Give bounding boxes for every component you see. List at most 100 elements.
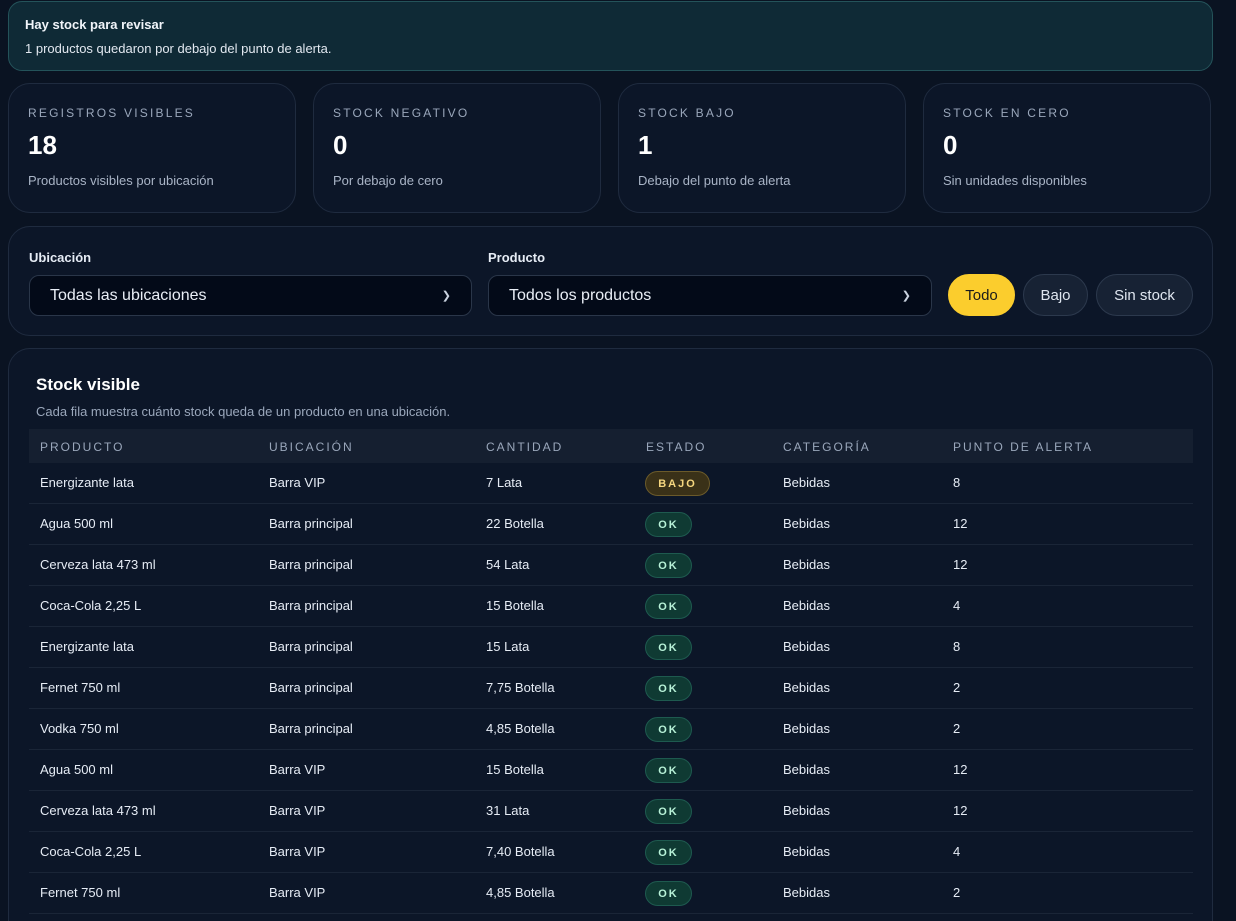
status-badge: OK xyxy=(645,512,692,537)
cell-product: Cerveza lata 473 ml xyxy=(40,803,156,818)
cell-alert-point: 2 xyxy=(953,721,961,736)
col-header-product: PRODUCTO xyxy=(40,440,125,454)
table-header: PRODUCTO UBICACIÓN CANTIDAD ESTADO CATEG… xyxy=(29,429,1193,463)
col-header-category: CATEGORÍA xyxy=(783,440,871,454)
cell-category: Bebidas xyxy=(783,762,830,777)
cell-location: Barra principal xyxy=(269,598,353,613)
card-desc: Productos visibles por ubicación xyxy=(28,173,214,188)
cell-quantity: 15 Botella xyxy=(486,762,544,777)
cell-quantity: 4,85 Botella xyxy=(486,721,555,736)
cell-quantity: 15 Botella xyxy=(486,598,544,613)
status-badge: OK xyxy=(645,635,692,660)
stock-panel: Stock visible Cada fila muestra cuánto s… xyxy=(8,348,1213,921)
card-label: REGISTROS VISIBLES xyxy=(28,106,195,120)
cell-alert-point: 12 xyxy=(953,803,968,818)
card-visible-records: REGISTROS VISIBLES 18 Productos visibles… xyxy=(8,83,296,213)
status-badge: OK xyxy=(645,594,692,619)
table-row: Agua 500 ml Barra principal 22 Botella OK Be… xyxy=(29,504,1193,545)
card-value: 18 xyxy=(28,130,57,160)
filter-no-stock-button[interactable]: Sin stock xyxy=(1096,274,1193,316)
cell-alert-point: 2 xyxy=(953,680,961,695)
cell-quantity: 7,75 Botella xyxy=(486,680,555,695)
status-badge: OK xyxy=(645,799,692,824)
cell-quantity: 7,40 Botella xyxy=(486,844,555,859)
cell-quantity: 7 Lata xyxy=(486,475,523,490)
col-header-location: UBICACIÓN xyxy=(269,440,354,454)
alert-title: Hay stock para revisar xyxy=(25,17,164,32)
card-value: 0 xyxy=(333,130,348,160)
cell-quantity: 54 Lata xyxy=(486,557,530,572)
table-row: Energizante lata Barra principal 15 Lata OK… xyxy=(29,627,1193,668)
cell-category: Bebidas xyxy=(783,475,830,490)
card-value: 0 xyxy=(943,130,958,160)
card-label: STOCK EN CERO xyxy=(943,106,1071,120)
panel-subtitle: Cada fila muestra cuánto stock queda de … xyxy=(36,404,451,419)
summary-cards: REGISTROS VISIBLES 18 Productos visibles… xyxy=(8,83,1213,213)
cell-product: Energizante lata xyxy=(40,475,134,490)
stock-table: PRODUCTO UBICACIÓN CANTIDAD ESTADO CATEG… xyxy=(29,429,1193,914)
col-header-status: ESTADO xyxy=(646,440,707,454)
cell-quantity: 4,85 Botella xyxy=(486,885,555,900)
status-badge: OK xyxy=(645,840,692,865)
alert-message: 1 productos quedaron por debajo del punt… xyxy=(25,41,332,56)
filters-panel: Ubicación Todas las ubicaciones ❯ Produc… xyxy=(8,226,1213,336)
cell-location: Barra VIP xyxy=(269,475,326,490)
cell-location: Barra principal xyxy=(269,639,353,654)
location-select[interactable]: Todas las ubicaciones ❯ xyxy=(29,275,472,316)
cell-location: Barra VIP xyxy=(269,762,326,777)
status-badge: OK xyxy=(645,717,692,742)
card-label: STOCK BAJO xyxy=(638,106,736,120)
cell-category: Bebidas xyxy=(783,516,830,531)
table-row: Cerveza lata 473 ml Barra VIP 31 Lata OK Beb… xyxy=(29,791,1193,832)
filter-low-button[interactable]: Bajo xyxy=(1023,274,1088,316)
cell-product: Energizante lata xyxy=(40,639,134,654)
location-select-value: Todas las ubicaciones xyxy=(50,286,207,304)
cell-alert-point: 4 xyxy=(953,844,961,859)
cell-alert-point: 12 xyxy=(953,762,968,777)
cell-product: Fernet 750 ml xyxy=(40,885,121,900)
cell-product: Vodka 750 ml xyxy=(40,721,119,736)
table-row: Agua 500 ml Barra VIP 15 Botella OK Bebidas 1… xyxy=(29,750,1193,791)
card-desc: Sin unidades disponibles xyxy=(943,173,1087,188)
card-zero-stock: STOCK EN CERO 0 Sin unidades disponibles xyxy=(923,83,1211,213)
card-desc: Debajo del punto de alerta xyxy=(638,173,791,188)
cell-product: Fernet 750 ml xyxy=(40,680,121,695)
cell-category: Bebidas xyxy=(783,639,830,654)
table-body: Energizante lata Barra VIP 7 Lata BAJO Bebid… xyxy=(29,463,1193,914)
cell-location: Barra VIP xyxy=(269,844,326,859)
col-header-alert-point: PUNTO DE ALERTA xyxy=(953,440,1094,454)
cell-category: Bebidas xyxy=(783,844,830,859)
status-badge: OK xyxy=(645,676,692,701)
col-header-quantity: CANTIDAD xyxy=(486,440,564,454)
cell-quantity: 15 Lata xyxy=(486,639,530,654)
card-negative-stock: STOCK NEGATIVO 0 Por debajo de cero xyxy=(313,83,601,213)
cell-alert-point: 12 xyxy=(953,557,968,572)
table-row: Coca-Cola 2,25 L Barra principal 15 Botell… xyxy=(29,586,1193,627)
card-value: 1 xyxy=(638,130,653,160)
table-row: Energizante lata Barra VIP 7 Lata BAJO Bebid… xyxy=(29,463,1193,504)
table-row: Fernet 750 ml Barra VIP 4,85 Botella OK Bebi… xyxy=(29,873,1193,914)
cell-alert-point: 12 xyxy=(953,516,968,531)
status-badge: OK xyxy=(645,758,692,783)
cell-product: Coca-Cola 2,25 L xyxy=(40,598,142,613)
cell-alert-point: 4 xyxy=(953,598,961,613)
cell-category: Bebidas xyxy=(783,721,830,736)
cell-alert-point: 2 xyxy=(953,885,961,900)
product-select[interactable]: Todos los productos ❯ xyxy=(488,275,932,316)
cell-location: Barra principal xyxy=(269,557,353,572)
cell-category: Bebidas xyxy=(783,598,830,613)
stock-alert-banner: Hay stock para revisar 1 productos queda… xyxy=(8,1,1213,71)
card-low-stock: STOCK BAJO 1 Debajo del punto de alerta xyxy=(618,83,906,213)
cell-location: Barra VIP xyxy=(269,885,326,900)
cell-product: Agua 500 ml xyxy=(40,516,113,531)
cell-location: Barra principal xyxy=(269,680,353,695)
cell-location: Barra VIP xyxy=(269,803,326,818)
status-badge: OK xyxy=(645,553,692,578)
cell-alert-point: 8 xyxy=(953,639,961,654)
location-label: Ubicación xyxy=(29,250,92,265)
filter-all-button[interactable]: Todo xyxy=(948,274,1015,316)
cell-product: Cerveza lata 473 ml xyxy=(40,557,156,572)
cell-alert-point: 8 xyxy=(953,475,961,490)
cell-location: Barra principal xyxy=(269,721,353,736)
cell-location: Barra principal xyxy=(269,516,353,531)
